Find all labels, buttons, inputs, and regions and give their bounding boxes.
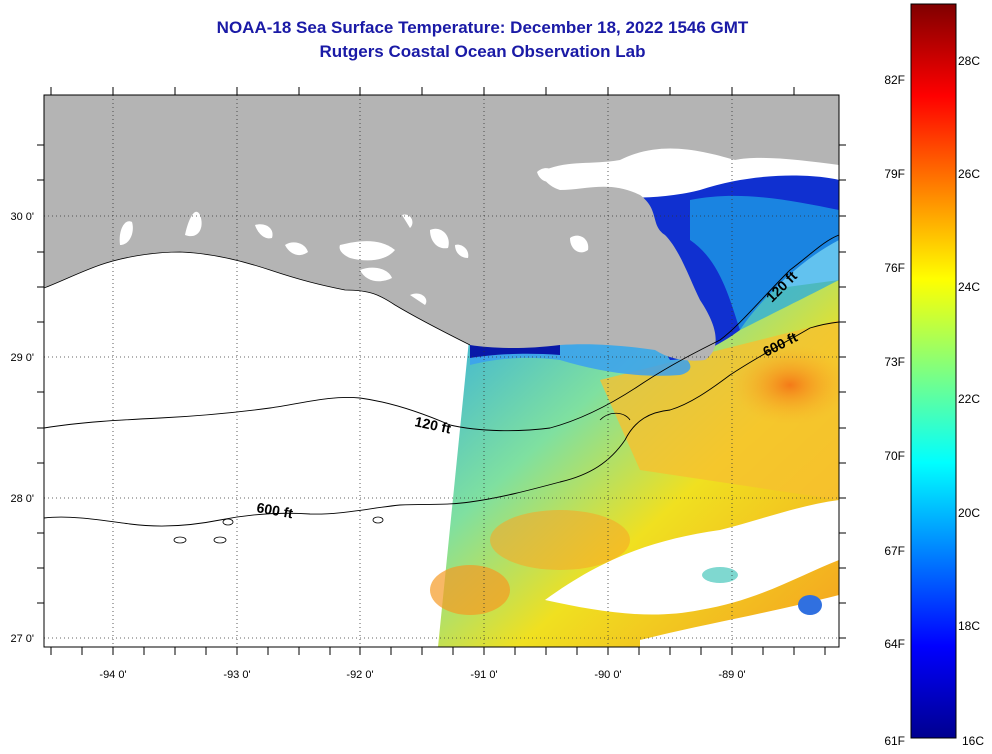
colorbar-f-label: 82F [884, 73, 905, 87]
colorbar-c-label: 28C [958, 54, 980, 68]
contour-label-600ft: 600 ft [255, 499, 294, 521]
lat-minor-ticks [37, 144, 846, 639]
colorbar-f-label: 64F [884, 637, 905, 651]
lon-label: -91 0' [470, 669, 497, 681]
lon-label: -93 0' [223, 669, 250, 681]
lon-label: -90 0' [594, 669, 621, 681]
colorbar-f-label: 61F [884, 734, 905, 748]
lon-label: -92 0' [346, 669, 373, 681]
map-frame [43, 94, 840, 648]
colorbar-f-label: 67F [884, 544, 905, 558]
colorbar-f-label: 79F [884, 167, 905, 181]
colorbar-c-label: 20C [958, 506, 980, 520]
lat-label: 30 0' [10, 211, 34, 223]
inland-water [119, 168, 589, 305]
coastline [44, 251, 471, 346]
lon-label: -94 0' [99, 669, 126, 681]
contour-label-120ft: 120 ft [413, 413, 452, 436]
isobath-fragments [173, 412, 631, 544]
lat-label: 27 0' [10, 633, 34, 645]
colorbar-f-label: 73F [884, 355, 905, 369]
colorbar-c-label: 24C [958, 280, 980, 294]
land-mass [44, 95, 839, 361]
colorbar-f-label: 76F [884, 261, 905, 275]
chart-title: NOAA-18 Sea Surface Temperature: Decembe… [216, 18, 749, 37]
graticule [44, 95, 839, 647]
colorbar-c-label: 16C [962, 734, 984, 748]
colorbar-c-label: 26C [958, 167, 980, 181]
lon-minor-ticks [50, 87, 826, 655]
lon-label: -89 0' [718, 669, 745, 681]
colorbar-c-label: 18C [958, 619, 980, 633]
lat-label: 28 0' [10, 493, 34, 505]
isobath-600ft [44, 321, 839, 527]
colorbar-f-label: 70F [884, 449, 905, 463]
chart-subtitle: Rutgers Coastal Ocean Observation Lab [319, 42, 646, 61]
isobath-120ft [44, 234, 839, 432]
lat-label: 29 0' [10, 352, 34, 364]
colorbar-c-label: 22C [958, 392, 980, 406]
colorbar [910, 3, 957, 739]
